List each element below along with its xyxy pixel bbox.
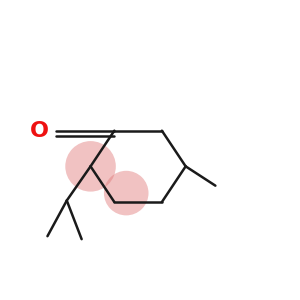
Circle shape xyxy=(65,141,116,192)
Text: O: O xyxy=(30,121,49,141)
Circle shape xyxy=(104,171,148,215)
